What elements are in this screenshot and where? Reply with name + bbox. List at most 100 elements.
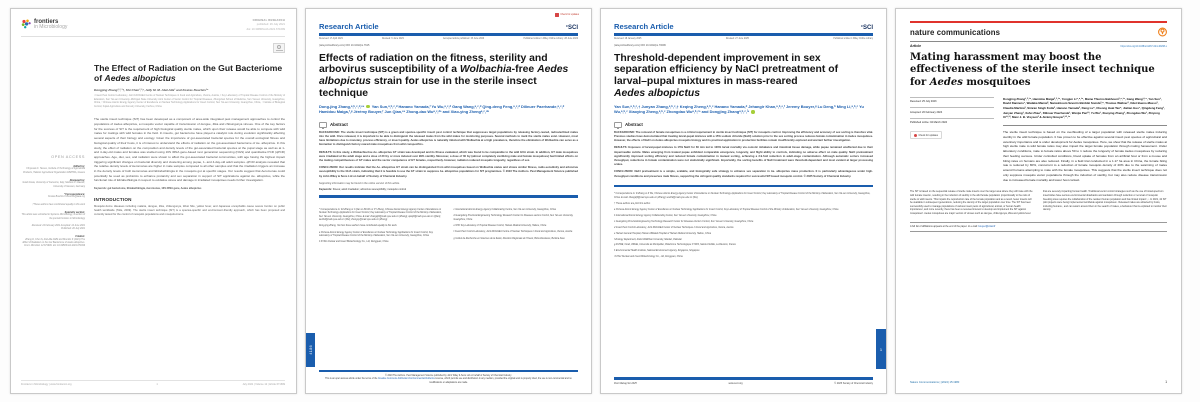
journal-footer: Pest Manag Sci 2025 www.soci.org © 2025 … xyxy=(614,375,873,385)
footnote-item: a Chinese Atomic Energy Agency Center of… xyxy=(319,231,433,238)
open-access-label: OPEN ACCESS xyxy=(51,154,85,159)
title-segment-italic: Aedes albopictus xyxy=(319,64,569,87)
abstract-monitor-icon xyxy=(319,121,327,129)
check-updates-text-line xyxy=(275,50,283,51)
keywords-line: Keywords: gut bacteriome, Elizabethkingi… xyxy=(94,187,202,191)
affnote-text: A full list of affiliations appears at t… xyxy=(910,225,979,229)
license-link[interactable]: Creative Commons Attribution-NonCommerci… xyxy=(377,378,435,381)
check-for-updates-badge[interactable]: Check for updates xyxy=(910,131,942,140)
nature-brand-bar xyxy=(910,21,1167,24)
sci-logo: CSCI xyxy=(565,24,578,32)
check-for-updates-badge[interactable]: Check for updates xyxy=(555,13,579,17)
footnote-item: c International Atomic Energy Agency Col… xyxy=(453,208,556,211)
frontiers-logo: frontiers in Microbiology xyxy=(21,19,67,31)
copyright-text: © 2023 The Authors. Pest Management Scie… xyxy=(319,375,578,385)
sidebar-block-text: Chrysoula C. Tassou, Institute of Techno… xyxy=(23,168,85,174)
footnotes: * Correspondence to: D Zhang or Z Wu, Ch… xyxy=(614,193,873,259)
affiliations: ¹ Insect Pest Control Laboratory, Joint … xyxy=(94,95,285,108)
doi-line[interactable]: (wileyonlinelibrary.com) DOI 10.1002/ps.… xyxy=(319,43,370,47)
check-for-updates-badge[interactable] xyxy=(273,43,285,53)
keywords-text: fitness; adult irradiation; arbovirus su… xyxy=(332,188,407,192)
page-title: Effects of radiation on the fitness, ste… xyxy=(319,53,578,100)
footnote-item: i SYSU Nuclear and Insect Biotechnology … xyxy=(614,256,683,259)
page-number: 1 xyxy=(879,346,883,352)
copyright-line1: © 2023 The Authors. Pest Management Scie… xyxy=(385,374,512,377)
abstract-header: Abstract xyxy=(319,121,578,129)
bottom-rule xyxy=(614,377,873,380)
sidebar-blocks: Edited by: Chrysoula C. Tassou, Institut… xyxy=(21,165,85,249)
title-segment: Effects of radiation on the fitness, ste… xyxy=(319,52,548,76)
meta-row: Received: 25 July 2023 xyxy=(910,96,994,108)
title-segment: Threshold-dependent improvement in sex s… xyxy=(614,52,839,88)
sidebar-block-text: Zhang D, Chen S, Abd-Alla AMM and Bourtz… xyxy=(22,238,85,248)
authors-line: Dongjing Zhang¹,²,³†, Shi Chen²,³†, Adly… xyxy=(94,88,209,93)
doi[interactable]: doi: 10.3389/fmicb.2021.671699 xyxy=(246,27,285,31)
footnote-item: f Insect Pest Control Laboratory, Joint … xyxy=(453,231,573,234)
abstract-paragraph: RESULTS: In this study, a Wolbachia-free… xyxy=(319,150,578,163)
meta-row: Published online: 04 March 2024 xyxy=(910,117,994,129)
footer-journal[interactable]: Nature Communications | (2024) 15:1980 xyxy=(910,381,960,384)
sidebar-block-text: †These authors have contributed equally … xyxy=(32,203,85,206)
authors-line: Yan Sun,ᵃ,ᵇ,ᶜ,† Junyan Zhang,ᵃ,ᵇ,ᶜ,† Keq… xyxy=(614,104,873,115)
check-updates-label: Check for updates xyxy=(918,133,938,137)
page-title: Mating harassment may boost the effectiv… xyxy=(910,52,1167,89)
nature-communications-logo: nature communications xyxy=(910,27,1001,37)
footer-page-number: 1 xyxy=(156,383,158,386)
footnote-item: d Guangdong Provincial Engineering Techn… xyxy=(453,215,574,221)
footnote-item: f Zoology Department, Abdul WaliKhan Uni… xyxy=(614,238,682,241)
page-number-tab: 4186 xyxy=(306,333,315,367)
sidebar-block-label: Reviewed by: xyxy=(69,178,85,182)
author-first: Dong-jing Zhang,ᵃ,ᵇ,ᶜ,ᵈ,ᵉ* xyxy=(319,103,366,109)
orcid-icon[interactable] xyxy=(366,104,370,109)
check-updates-icon xyxy=(277,45,281,49)
frontiers-logo-text: frontiers in Microbiology xyxy=(34,19,67,31)
sidebar-block: Received: 24 February 2021 Accepted: 14 … xyxy=(21,225,85,232)
footer-copyright: © 2025 Society of Chemical Industry xyxy=(834,382,873,385)
footnote-item: g Institut de Recherche en Sciences de l… xyxy=(453,237,565,240)
title-segment: mosquitoes xyxy=(962,76,1031,88)
sidebar-block-label: *Correspondence: xyxy=(64,192,85,196)
abstract-text: The sterile insect technique is based on… xyxy=(1003,125,1167,182)
authors-text: Yan Sun,ᵃ,ᵇ,ᶜ,† Junyan Zhang,ᵃ,ᵇ,ᶜ,† Keq… xyxy=(614,103,864,115)
sidebar-block-text: Kostas Bourtzis K.Bourtzis@iaea.org xyxy=(48,196,85,199)
sidebar-block: †These authors have contributed equally … xyxy=(21,204,85,207)
email-link[interactable]: bouyer@cirad.fr xyxy=(978,225,996,229)
title-segment: The Effect of Radiation on the Gut Bacte… xyxy=(94,62,283,84)
keywords-line: Keywords: fitness; adult irradiation; ar… xyxy=(319,188,578,191)
abstract-header: Abstract xyxy=(614,121,873,129)
sci-logo-mark: C xyxy=(860,24,863,28)
meta-rows: Received: 25 July 2023 Accepted: 20 Febru… xyxy=(910,96,994,129)
sci-logo-mark: C xyxy=(565,24,568,28)
authors-abstract-column: Dongjing Zhang¹,²,¹⁴, Hamidou Maiga²,³,¹… xyxy=(1003,97,1167,183)
doi-line[interactable]: (wileyonlinelibrary.com) DOI 10.1002/ps.… xyxy=(614,43,666,47)
sidebar-block: *Correspondence: Kostas Bourtzis K.Bourt… xyxy=(21,193,85,200)
footnote-item: b SYSU Nuclear and Insect Biotechnology … xyxy=(319,241,389,244)
article-row: Article https://doi.org/10.1038/s41467-0… xyxy=(910,44,1167,48)
check-updates-label: Check for updates xyxy=(560,13,579,16)
introduction-heading: INTRODUCTION xyxy=(94,197,132,203)
frontiers-logo-line2: in Microbiology xyxy=(34,24,68,31)
date-item: Accepted article published: 15 June 2023 xyxy=(443,38,485,40)
bottom-rule xyxy=(319,369,578,373)
date-item: Revised: 6 June 2023 xyxy=(382,38,404,40)
orcid-icon[interactable] xyxy=(751,110,755,114)
abstract-text: The sterile insect technique (SIT) has b… xyxy=(94,117,285,183)
article-type: Research Article xyxy=(614,22,674,31)
license-post: License, which permits use and distribut… xyxy=(429,378,572,384)
footer-website[interactable]: www.soci.org xyxy=(728,382,743,385)
sidebar-block: Specialty section: This article was subm… xyxy=(21,211,85,221)
title-segment-italic: Wolbachia xyxy=(459,64,512,76)
footnotes: * Correspondence to: DJ Zhang or J Qian … xyxy=(319,209,578,248)
frontiers-header: frontiers in Microbiology ORIGINAL RESEA… xyxy=(21,19,285,32)
doi-link[interactable]: https://doi.org/10.1038/s41467-024-46268… xyxy=(1120,45,1167,49)
footnote-item: c Guangdong Provincial Engineering Techn… xyxy=(614,220,754,223)
frontiers-sidebar: OPEN ACCESS Edited by: Chrysoula C. Tass… xyxy=(21,37,85,253)
frontiers-logo-line1: frontiers xyxy=(34,19,59,25)
sidebar-block-label: Edited by: xyxy=(73,164,85,168)
keywords-rule xyxy=(319,195,578,198)
footnotes-right-column: c International Atomic Energy Agency Col… xyxy=(454,209,579,248)
introduction-text: Mosquito-borne diseases including malari… xyxy=(94,205,285,217)
title-segment-italic: Aedes albopictus xyxy=(104,73,176,84)
footnote-item: g ASTRE, Cirad, INRAE, Université de Mon… xyxy=(614,244,736,247)
article-type: Article xyxy=(910,44,922,49)
